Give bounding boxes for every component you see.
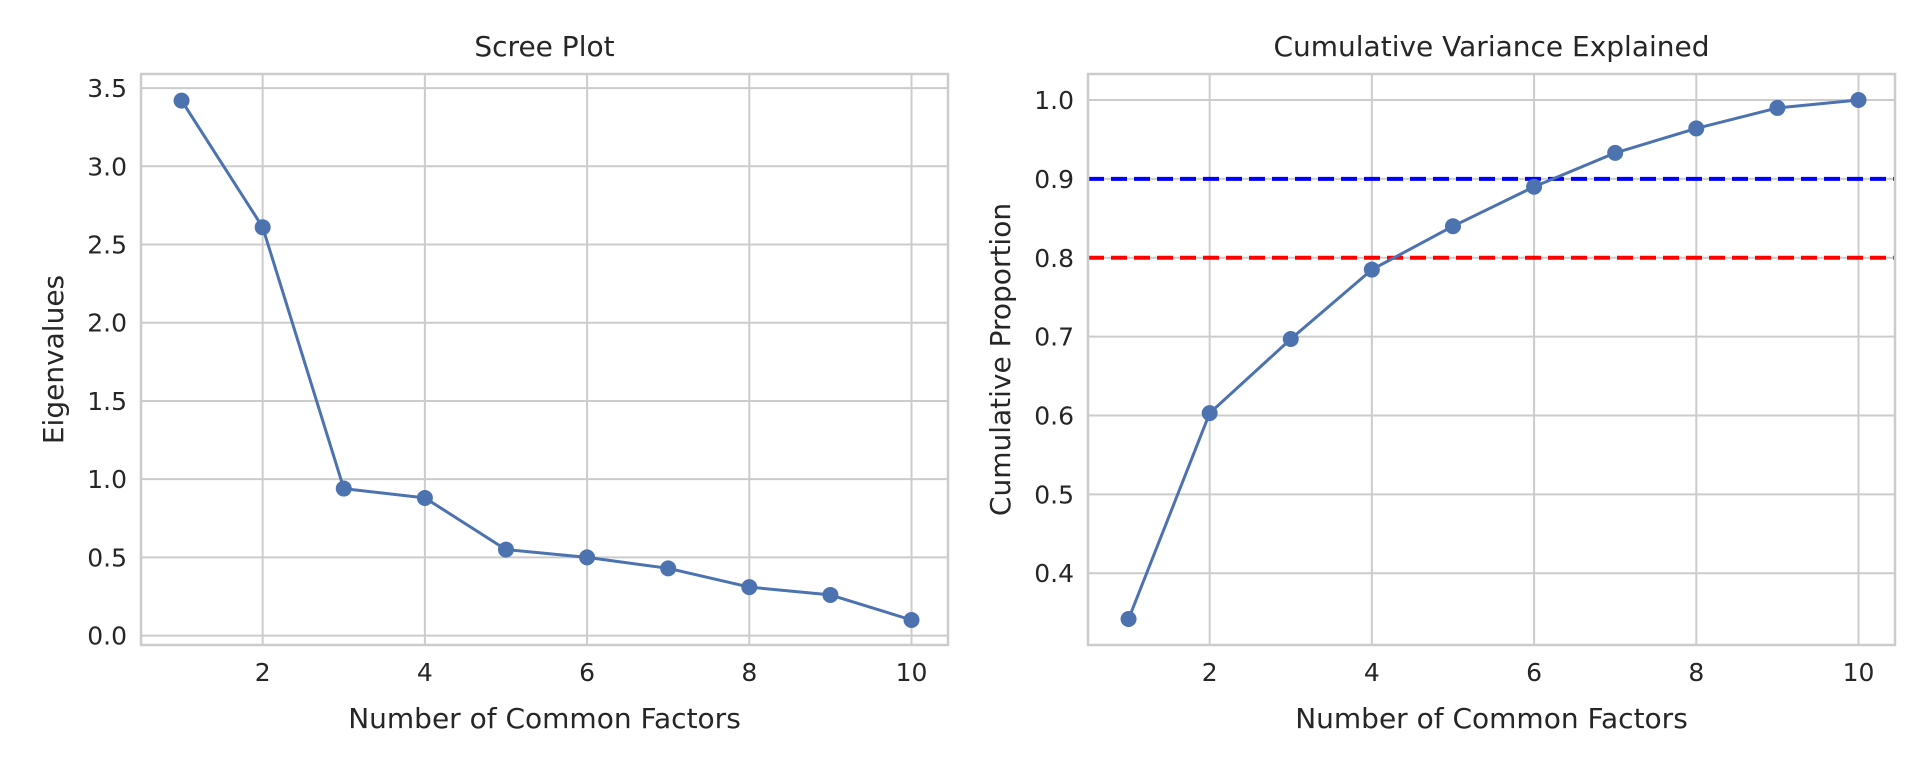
x-tick-label: 2 (1202, 658, 1218, 687)
y-tick-label: 3.5 (87, 74, 127, 103)
data-point (1688, 120, 1705, 137)
data-point (1444, 218, 1461, 235)
y-tick-label: 1.0 (1034, 86, 1074, 115)
data-point (1850, 92, 1867, 109)
y-axis-label: Cumulative Proportion (984, 203, 1017, 516)
x-tick-label: 10 (896, 658, 928, 687)
y-tick-label: 0.8 (1034, 244, 1074, 273)
y-tick-label: 0.7 (1034, 323, 1074, 352)
y-tick-label: 2.0 (87, 309, 127, 338)
x-tick-label: 8 (1688, 658, 1704, 687)
x-axis-label: Number of Common Factors (348, 702, 741, 735)
data-point (1769, 99, 1786, 116)
data-point (1607, 144, 1624, 161)
y-tick-label: 0.0 (87, 622, 127, 651)
y-axis-label: Eigenvalues (37, 275, 70, 444)
series-line (180, 99, 912, 622)
data-point (254, 219, 271, 236)
data-point (497, 541, 514, 558)
x-tick-label: 6 (1526, 658, 1542, 687)
chart-title: Cumulative Variance Explained (1273, 30, 1709, 63)
data-point (660, 560, 677, 577)
series-line (1127, 98, 1859, 620)
x-tick-label: 2 (255, 658, 271, 687)
data-point (1363, 261, 1380, 278)
data-point (416, 489, 433, 506)
y-tick-label: 1.0 (87, 465, 127, 494)
plot-frame (139, 72, 950, 647)
y-tick-label: 0.5 (1034, 480, 1074, 509)
scree-plot-panel: 2 4 6 8 10 0.0 0.5 1.0 1.5 2.0 2.5 3.0 3.5 Scree Plot… (37, 30, 950, 735)
data-point (335, 480, 352, 497)
chart-title: Scree Plot (474, 30, 614, 63)
data-point (822, 586, 839, 603)
x-tick-label: 8 (741, 658, 757, 687)
y-tick-label: 0.6 (1034, 401, 1074, 430)
x-tick-label: 10 (1843, 658, 1875, 687)
data-point (1282, 330, 1299, 347)
x-tick-label: 4 (1364, 658, 1380, 687)
data-point (1526, 178, 1543, 195)
y-tick-label: 1.5 (87, 387, 127, 416)
plot-frame (1086, 72, 1897, 647)
y-tick-label: 0.5 (87, 543, 127, 572)
x-tick-label: 6 (579, 658, 595, 687)
cumulative-variance-panel: 2 4 6 8 10 0.4 0.5 0.6 0.7 0.8 0.9 1.0 Cumulative Va… (984, 30, 1897, 735)
x-tick-label: 4 (417, 658, 433, 687)
y-tick-label: 0.4 (1034, 559, 1074, 588)
data-point (1201, 405, 1218, 422)
data-point (173, 92, 190, 109)
y-tick-label: 3.0 (87, 152, 127, 181)
data-point (1120, 610, 1137, 627)
data-point (741, 579, 758, 596)
y-tick-label: 2.5 (87, 231, 127, 260)
data-point (579, 549, 596, 566)
data-point (903, 611, 920, 628)
y-tick-label: 0.9 (1034, 165, 1074, 194)
x-axis-label: Number of Common Factors (1295, 702, 1688, 735)
